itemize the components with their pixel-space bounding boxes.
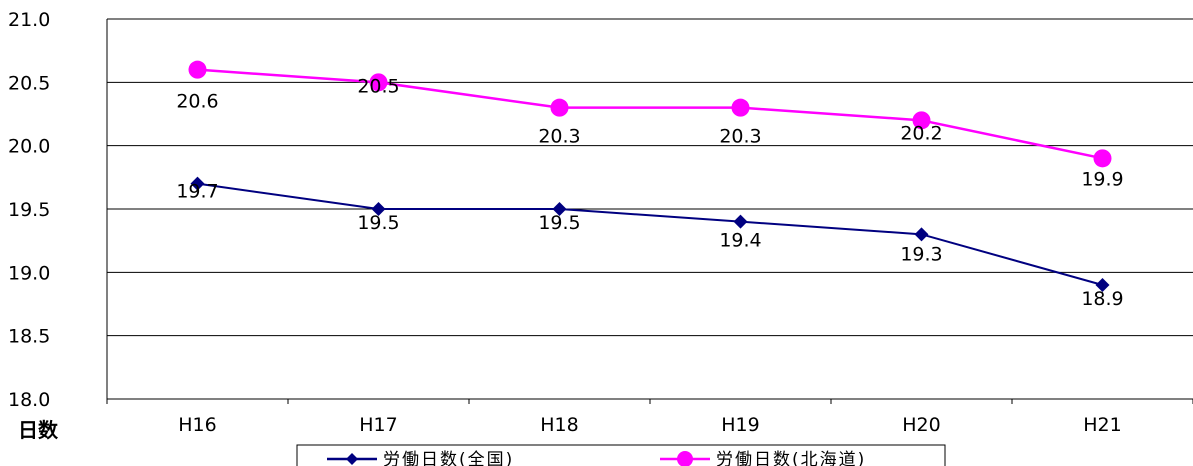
- x-tick-label: H20: [902, 414, 940, 436]
- data-point-diamond: [552, 202, 567, 216]
- legend-label: 労働日数(全国): [383, 450, 514, 466]
- data-point-diamond: [1095, 278, 1110, 292]
- data-point-circle: [188, 60, 207, 79]
- data-label: 20.6: [176, 91, 218, 113]
- x-tick-label: H18: [540, 414, 578, 436]
- series-line: [197, 68, 1103, 160]
- data-label: 20.5: [357, 75, 399, 97]
- data-label: 20.3: [538, 126, 580, 148]
- data-label: 19.5: [538, 212, 580, 234]
- x-axis-ticks: H16 H17 H18 H19 H20 H21: [178, 414, 1121, 436]
- legend-label: 労働日数(北海道): [716, 450, 866, 466]
- series-group: [188, 60, 1112, 292]
- data-point-circle: [369, 73, 388, 92]
- data-point-circle: [731, 98, 750, 117]
- y-tick-label: 19.0: [8, 262, 50, 284]
- legend-marker-circle: [677, 451, 693, 466]
- data-point-diamond: [190, 176, 205, 191]
- data-point-diamond: [914, 227, 929, 242]
- data-label: 19.3: [900, 243, 942, 265]
- data-label: 20.3: [719, 126, 761, 148]
- data-point-circle: [1093, 149, 1112, 168]
- data-point-circle: [550, 98, 569, 117]
- x-tick-label: H19: [721, 414, 759, 436]
- x-tick-label: H21: [1083, 414, 1121, 436]
- data-label: 18.9: [1081, 288, 1123, 310]
- data-label: 20.2: [900, 122, 942, 144]
- grid-lines: [106, 18, 1193, 404]
- data-point-diamond: [371, 202, 386, 216]
- legend-box: [296, 444, 946, 466]
- legend-marker-diamond: [346, 453, 358, 465]
- y-tick-label: 19.5: [8, 199, 50, 221]
- data-label: 19.4: [719, 230, 761, 252]
- data-label: 19.9: [1081, 168, 1123, 190]
- data-labels: 19.7 19.5 19.5 19.4 19.3 18.9 20.6 20.5 20.3 20.3…: [176, 75, 1123, 310]
- y-tick-label: 18.0: [8, 389, 50, 411]
- y-tick-label: 20.0: [8, 136, 50, 158]
- y-tick-label: 20.5: [8, 72, 50, 94]
- series-line: [197, 182, 1103, 286]
- x-tick-label: H16: [178, 414, 216, 436]
- data-point-diamond: [733, 214, 748, 229]
- legend: 労働日数(全国) 労働日数(北海道): [296, 444, 946, 466]
- x-tick-label: H17: [359, 414, 397, 436]
- data-label: 19.7: [176, 181, 218, 203]
- y-tick-label: 21.0: [8, 9, 50, 31]
- y-axis-label: 日数: [18, 418, 59, 442]
- y-axis-ticks: 18.0 18.5 19.0 19.5 20.0 20.5 21.0: [8, 9, 50, 411]
- data-point-circle: [912, 111, 931, 130]
- data-label: 19.5: [357, 212, 399, 234]
- y-tick-label: 18.5: [8, 326, 50, 348]
